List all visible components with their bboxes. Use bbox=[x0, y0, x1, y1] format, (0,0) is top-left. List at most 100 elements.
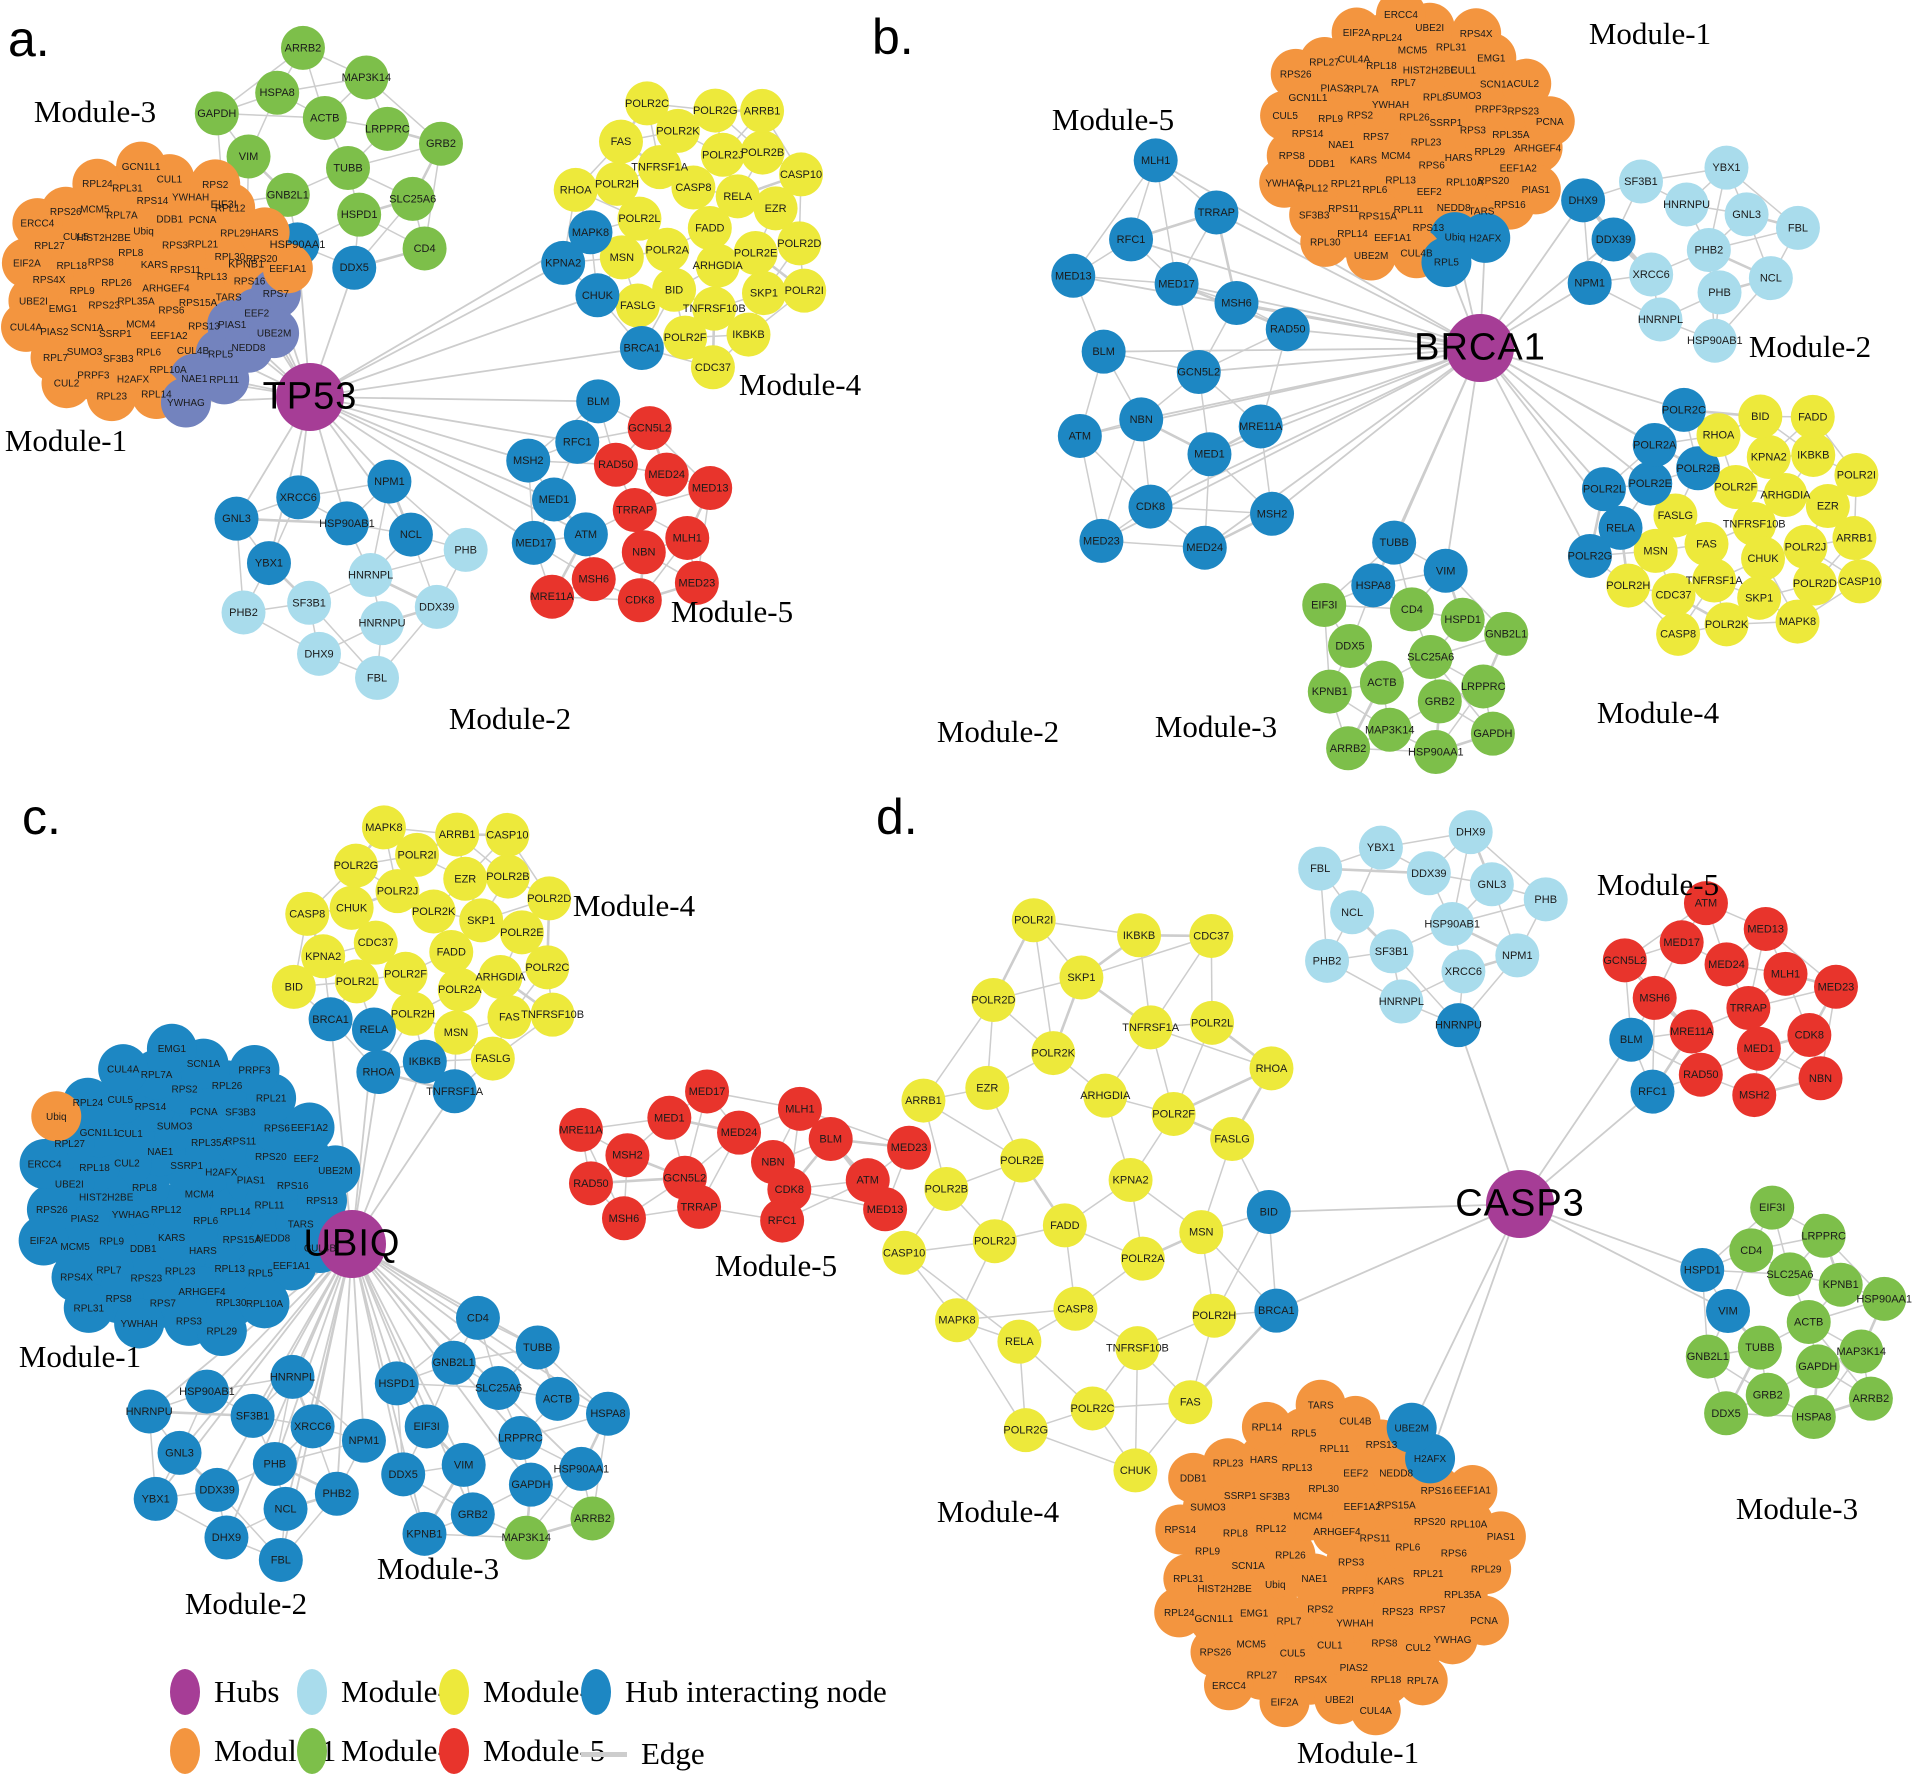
node-KPNA2[interactable] bbox=[1108, 1158, 1153, 1202]
node-PHB2[interactable] bbox=[221, 590, 266, 635]
node-EIF3I[interactable] bbox=[1750, 1185, 1795, 1230]
node-ACTB[interactable] bbox=[535, 1376, 580, 1421]
node-TUBB[interactable] bbox=[515, 1325, 560, 1370]
node-HSPD1[interactable] bbox=[1440, 597, 1485, 642]
node-NBN[interactable] bbox=[1798, 1056, 1843, 1101]
node-KPNA2[interactable] bbox=[1746, 434, 1791, 479]
node-MAP3K14[interactable] bbox=[344, 55, 389, 100]
node-IKBKB[interactable] bbox=[1117, 913, 1162, 958]
node-ARHGDIA[interactable] bbox=[1083, 1073, 1128, 1118]
node-GAPDH[interactable] bbox=[1795, 1344, 1840, 1389]
node-PHB2[interactable] bbox=[1305, 938, 1350, 983]
node-EIF2A[interactable] bbox=[18, 1215, 69, 1266]
node-GNL3[interactable] bbox=[157, 1430, 202, 1475]
node-EZR[interactable] bbox=[753, 186, 798, 231]
node-XRCC6[interactable] bbox=[1629, 252, 1674, 297]
node-CHUK[interactable] bbox=[575, 273, 620, 318]
node-ACTB[interactable] bbox=[1786, 1300, 1831, 1344]
node-RHOA[interactable] bbox=[553, 167, 598, 212]
node-CASP10[interactable] bbox=[485, 812, 530, 857]
node-MSN[interactable] bbox=[434, 1010, 479, 1055]
node-HSP90AB1[interactable] bbox=[324, 501, 369, 546]
node-POLR2A[interactable] bbox=[1632, 422, 1677, 467]
node-TNFRSF1A[interactable] bbox=[1692, 558, 1737, 603]
node-RFC1[interactable] bbox=[1109, 217, 1154, 262]
node-POLR2K[interactable] bbox=[411, 889, 456, 934]
node-CUL4A[interactable] bbox=[1350, 1685, 1401, 1736]
node-POLR2J[interactable] bbox=[375, 869, 420, 914]
node-YWHAG[interactable] bbox=[160, 377, 211, 428]
node-MAPK8[interactable] bbox=[361, 805, 406, 850]
node-CHUK[interactable] bbox=[329, 885, 374, 930]
node-YBX1[interactable] bbox=[1358, 825, 1403, 870]
node-POLR2G[interactable] bbox=[693, 88, 738, 133]
node-MED1[interactable] bbox=[647, 1095, 692, 1140]
node-RPL7A[interactable] bbox=[1397, 1655, 1448, 1706]
node-TRRAP[interactable] bbox=[1194, 190, 1239, 235]
node-POLR2F[interactable] bbox=[1151, 1091, 1196, 1136]
node-KPNB1[interactable] bbox=[402, 1511, 447, 1556]
node-GCN1L1[interactable] bbox=[116, 141, 167, 192]
node-SLC25A6[interactable] bbox=[390, 176, 435, 221]
hub-label-brca1[interactable]: BRCA1 bbox=[1414, 326, 1546, 369]
node-ARRB2[interactable] bbox=[1848, 1376, 1893, 1421]
node-TNFRSF1A[interactable] bbox=[432, 1069, 477, 1114]
node-ARRB2[interactable] bbox=[280, 25, 325, 70]
node-CUL5[interactable] bbox=[1260, 90, 1311, 141]
node-BLM[interactable] bbox=[808, 1117, 853, 1162]
node-MAPK8[interactable] bbox=[935, 1298, 980, 1343]
node-GNL3[interactable] bbox=[214, 496, 259, 541]
node-EIF3I[interactable] bbox=[1302, 582, 1347, 627]
node-MED24[interactable] bbox=[1182, 525, 1227, 570]
node-POLR2E[interactable] bbox=[499, 910, 544, 955]
node-MED13[interactable] bbox=[688, 466, 733, 511]
node-CASP10[interactable] bbox=[1837, 559, 1882, 604]
node-MED17[interactable] bbox=[685, 1069, 730, 1114]
node-MED24[interactable] bbox=[1704, 942, 1749, 987]
node-EIF3I[interactable] bbox=[404, 1404, 449, 1449]
node-HARS[interactable] bbox=[239, 207, 290, 258]
node-ERCC4[interactable] bbox=[1375, 0, 1426, 40]
node-HNRNPU[interactable] bbox=[360, 601, 405, 646]
node-POLR2J[interactable] bbox=[1783, 524, 1828, 569]
node-RFC1[interactable] bbox=[1630, 1069, 1675, 1114]
hub-label-tp53[interactable]: TP53 bbox=[262, 375, 358, 418]
node-MRE11A[interactable] bbox=[558, 1107, 603, 1152]
node-POLR2H[interactable] bbox=[390, 991, 435, 1036]
node-ERCC4[interactable] bbox=[19, 1138, 70, 1189]
node-EEF1A1[interactable] bbox=[262, 243, 313, 294]
node-CD4[interactable] bbox=[455, 1295, 500, 1340]
node-GCN5L2[interactable] bbox=[1176, 350, 1221, 394]
node-BLM[interactable] bbox=[1081, 329, 1126, 374]
hub-node-CASP3[interactable] bbox=[1486, 1170, 1554, 1238]
node-POLR2K[interactable] bbox=[655, 108, 700, 153]
node-NBN[interactable] bbox=[621, 530, 666, 575]
node-MED24[interactable] bbox=[717, 1110, 762, 1155]
node-SLC25A6[interactable] bbox=[1408, 635, 1453, 679]
node-HNRNPL[interactable] bbox=[270, 1354, 315, 1399]
node-POLR2L[interactable] bbox=[1190, 1000, 1235, 1045]
node-KPNB1[interactable] bbox=[1307, 669, 1352, 714]
node-DHX9[interactable] bbox=[1561, 178, 1606, 223]
node-FASLG[interactable] bbox=[1653, 493, 1698, 538]
node-YWHAG[interactable] bbox=[1259, 157, 1310, 208]
node-FBL[interactable] bbox=[1298, 846, 1343, 891]
node-PHB2[interactable] bbox=[1686, 228, 1731, 272]
node-EZR[interactable] bbox=[443, 856, 488, 901]
node-NCL[interactable] bbox=[1330, 890, 1375, 935]
node-POLR2I[interactable] bbox=[1011, 898, 1056, 943]
node-MLH1[interactable] bbox=[777, 1086, 822, 1131]
node-HSPA8[interactable] bbox=[1351, 563, 1396, 608]
node-GCN5L2[interactable] bbox=[627, 406, 672, 451]
node-MSN[interactable] bbox=[599, 235, 644, 280]
node-EIF2A[interactable] bbox=[1, 237, 52, 288]
node-TNFRSF10B[interactable] bbox=[1732, 502, 1777, 546]
node-FASLG[interactable] bbox=[470, 1036, 515, 1081]
node-POLR2F[interactable] bbox=[663, 315, 708, 360]
node-MLH1[interactable] bbox=[665, 515, 710, 560]
node-EIF2A[interactable] bbox=[1259, 1677, 1310, 1728]
node-ARRB1[interactable] bbox=[435, 812, 480, 857]
node-POLR2B[interactable] bbox=[1676, 446, 1721, 491]
node-RPL14[interactable] bbox=[1241, 1401, 1292, 1452]
node-XRCC6[interactable] bbox=[1441, 949, 1486, 994]
